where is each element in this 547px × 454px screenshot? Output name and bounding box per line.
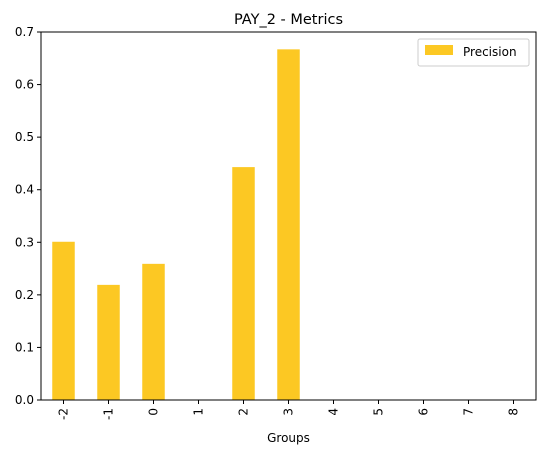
y-tick-label: 0.5 [15, 130, 34, 144]
y-tick-label: 0.6 [15, 78, 34, 92]
bar--2 [52, 241, 75, 400]
bars-group [52, 49, 300, 400]
legend-label: Precision [463, 45, 517, 59]
y-tick-label: 0.1 [15, 340, 34, 354]
x-tick-label: 3 [282, 408, 296, 416]
bar-2 [232, 167, 255, 400]
x-tick-label: 2 [237, 408, 251, 416]
chart-title: PAY_2 - Metrics [234, 12, 343, 28]
y-tick-label: 0.4 [15, 183, 34, 197]
x-tick-label: -2 [57, 408, 71, 420]
x-axis-label: Groups [267, 431, 310, 445]
bar-0 [142, 263, 165, 400]
x-tick-label: 5 [372, 408, 386, 416]
y-axis: 0.0 0.1 0.2 0.3 0.4 0.5 0.6 0.7 [15, 25, 41, 407]
y-tick-label: 0.0 [15, 393, 34, 407]
y-tick-label: 0.7 [15, 25, 34, 39]
x-axis: -2 -1 0 1 2 3 4 5 6 7 8 [57, 400, 521, 420]
x-tick-label: 4 [327, 408, 341, 416]
x-tick-label: 6 [417, 408, 431, 416]
x-tick-label: 8 [507, 408, 521, 416]
x-tick-label: -1 [102, 408, 116, 420]
x-tick-label: 7 [462, 408, 476, 416]
bar-3 [277, 49, 300, 400]
y-tick-label: 0.3 [15, 235, 34, 249]
legend: Precision [417, 38, 530, 67]
legend-swatch [425, 45, 453, 55]
bar--1 [97, 284, 120, 400]
x-tick-label: 0 [147, 408, 161, 416]
x-tick-label: 1 [192, 408, 206, 416]
y-tick-label: 0.2 [15, 288, 34, 302]
